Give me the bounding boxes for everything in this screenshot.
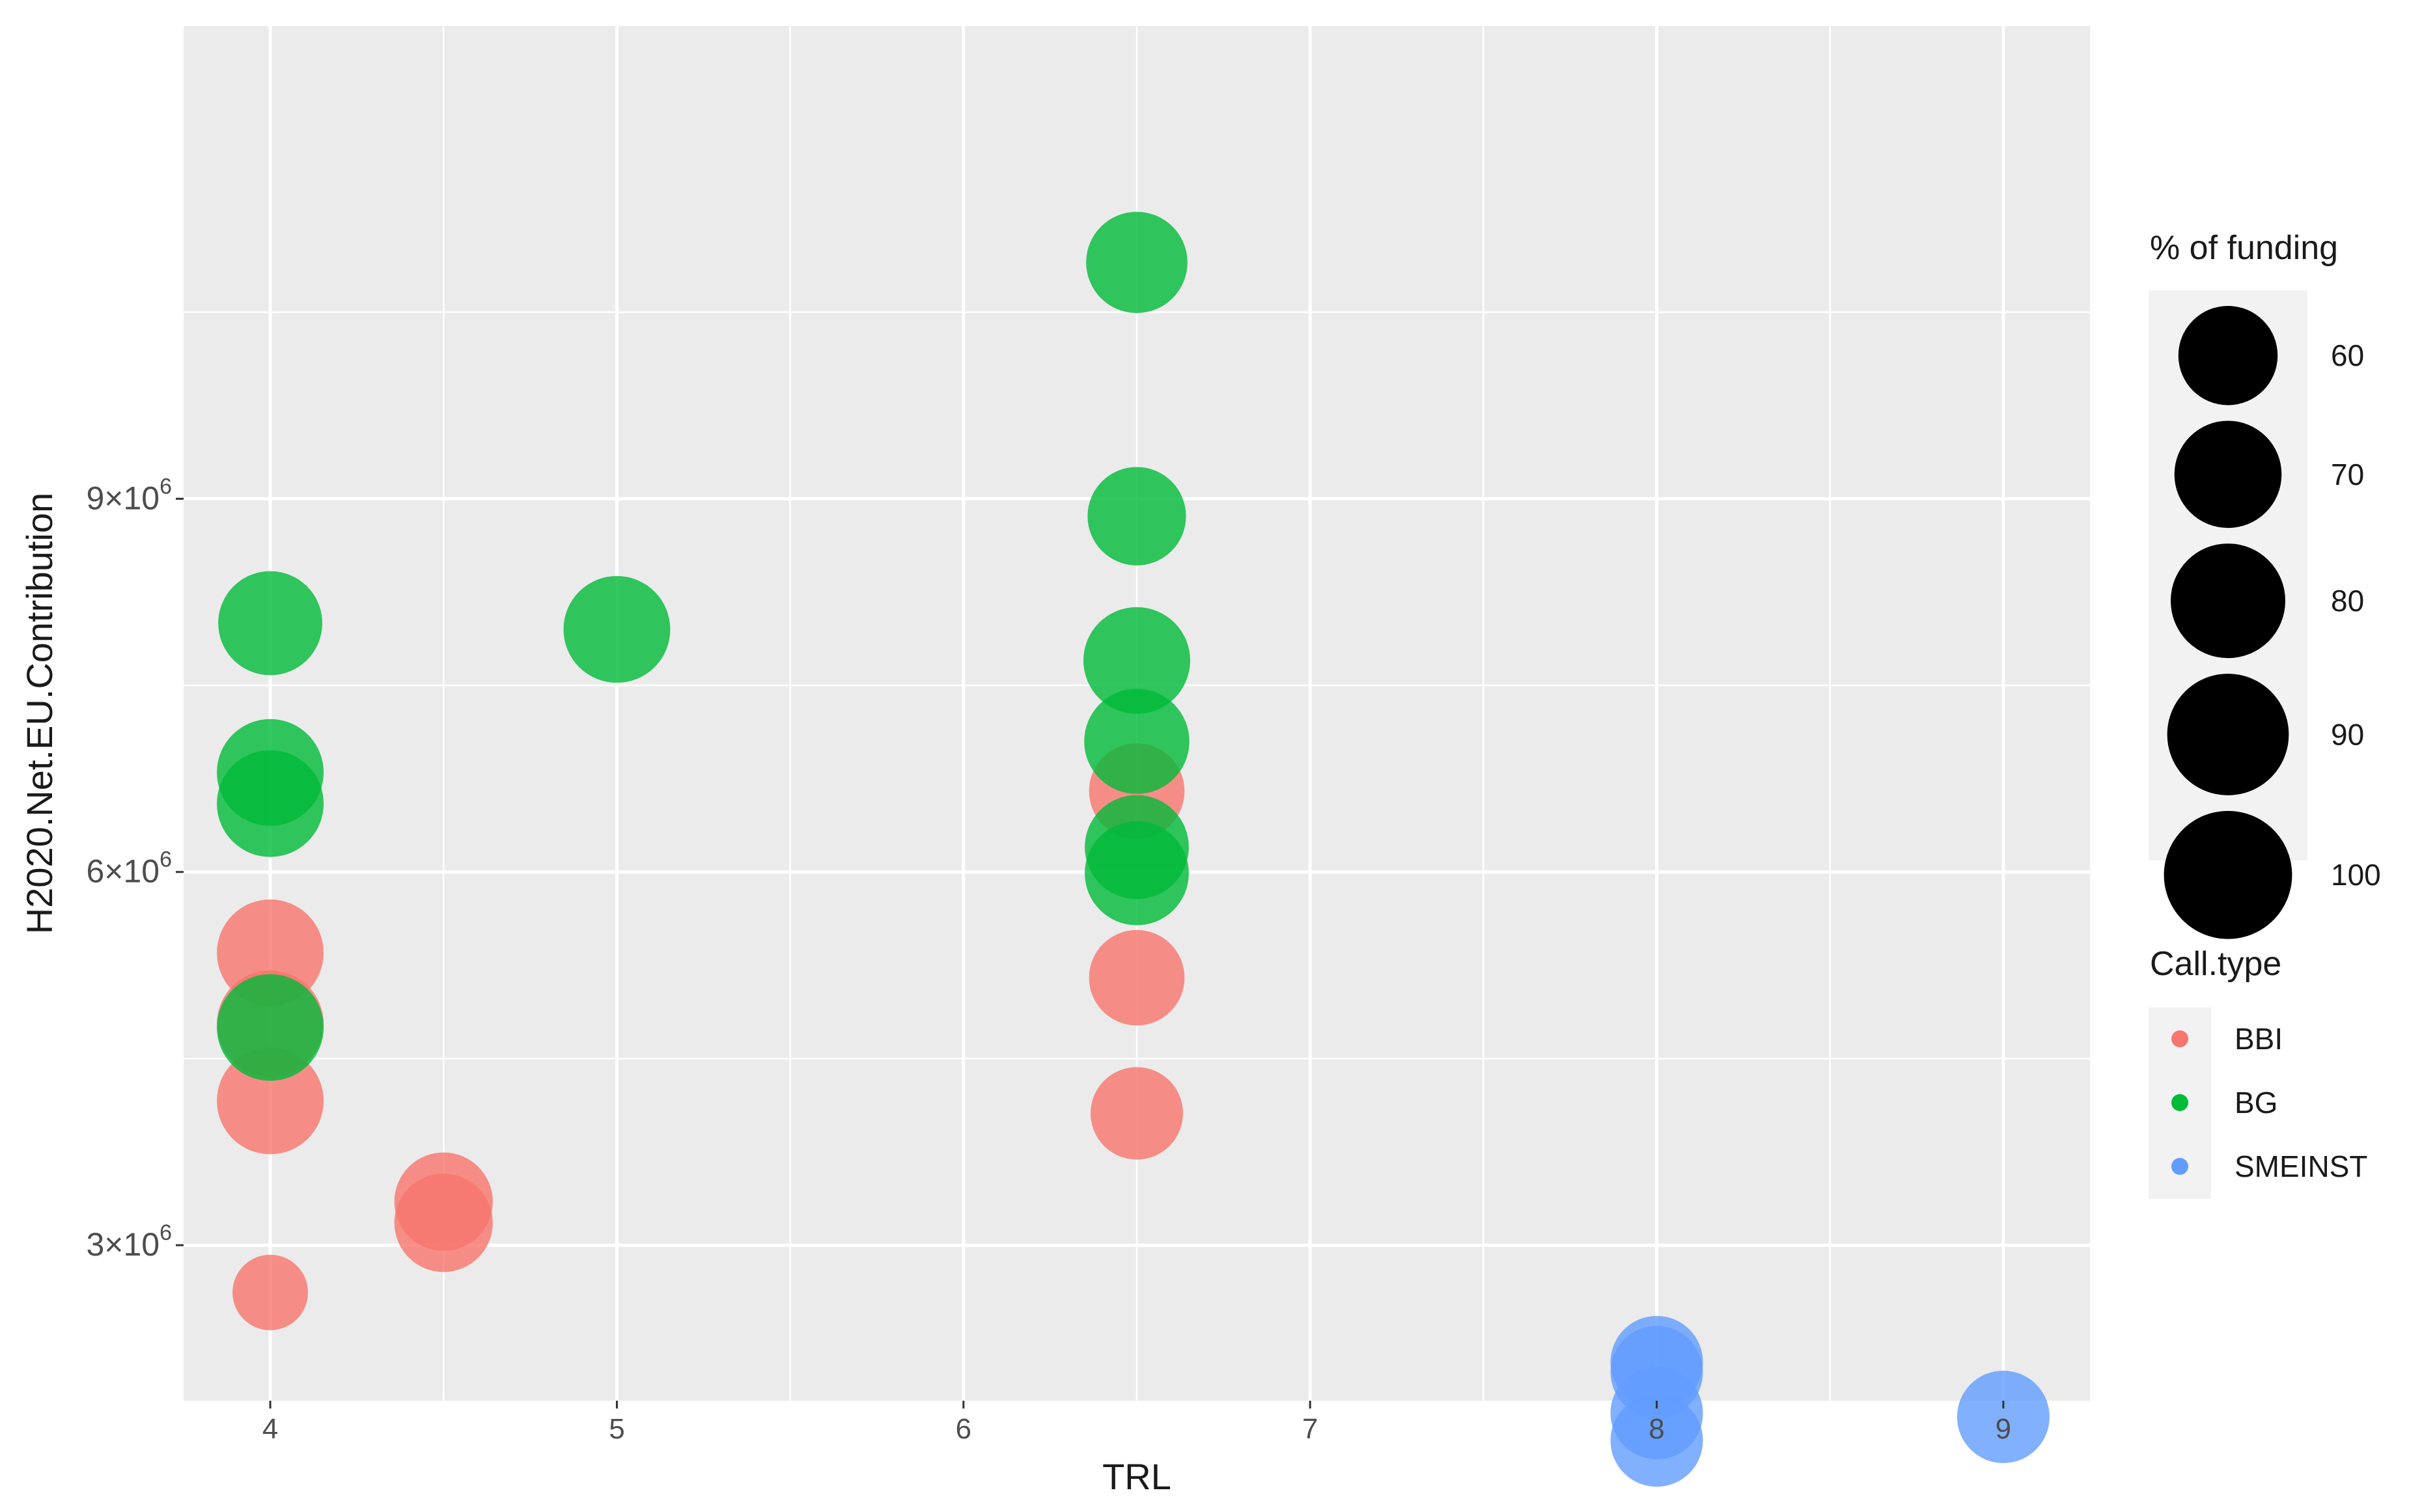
x-axis-ticks: 4 5 6 7 8 9: [262, 1401, 2011, 1445]
size-legend-circle: [2164, 810, 2292, 939]
y-tick-label-exponent: 6: [160, 474, 172, 499]
data-points: [217, 212, 2050, 1487]
point-bbi: [217, 899, 324, 1006]
color-legend-key-bg: [2171, 1094, 2188, 1111]
point-bg: [563, 575, 671, 683]
point-smeinst: [1610, 1394, 1703, 1487]
point-bg: [1086, 212, 1188, 313]
color-legend: Call.type BBI BG SMEINST: [2149, 945, 2367, 1199]
point-bbi: [394, 1152, 493, 1251]
x-tick-label: 7: [1302, 1413, 1318, 1445]
y-axis-title: H2020.Net.EU.Contribution: [19, 493, 60, 935]
point-bg: [1085, 795, 1189, 900]
point-smeinst: [1610, 1326, 1703, 1419]
x-tick-label: 6: [956, 1413, 971, 1445]
point-bg: [1087, 467, 1186, 566]
major-gridlines: [184, 26, 2090, 1401]
size-legend-label: 60: [2331, 338, 2364, 372]
size-legend-items: 60 70 80 90 100: [2164, 306, 2381, 939]
y-tick-label-exponent: 6: [160, 1220, 172, 1245]
point-bg: [1083, 607, 1190, 714]
size-legend-circle: [2174, 420, 2282, 529]
size-legend-label: 80: [2331, 584, 2364, 618]
color-legend-key-smeinst: [2171, 1158, 2188, 1175]
point-bbi: [232, 1254, 309, 1330]
size-legend: % of funding 60 70 80 90 100: [2149, 229, 2381, 939]
size-legend-circle: [2167, 674, 2289, 795]
size-legend-label: 100: [2331, 858, 2381, 892]
y-tick-label-base: 9×10: [86, 480, 160, 516]
size-legend-circle: [2178, 306, 2278, 405]
color-legend-key-bbi: [2171, 1030, 2188, 1047]
point-smeinst: [1956, 1370, 2050, 1463]
y-tick-label: 6×106: [86, 847, 172, 890]
point-bg: [218, 571, 323, 676]
y-tick-label-base: 3×10: [86, 1226, 160, 1263]
x-axis-title: TRL: [1102, 1456, 1171, 1497]
x-tick-label: 5: [609, 1413, 624, 1445]
color-legend-label: SMEINST: [2235, 1149, 2367, 1183]
color-legend-title: Call.type: [2150, 945, 2281, 983]
size-legend-circle: [2170, 543, 2286, 659]
size-legend-label: 90: [2331, 717, 2364, 751]
y-tick-label: 3×106: [86, 1220, 172, 1263]
point-bg: [1084, 689, 1190, 794]
size-legend-title: % of funding: [2150, 229, 2338, 267]
point-bbi: [1089, 929, 1185, 1026]
point-bg: [217, 719, 324, 826]
x-tick-label: 9: [1996, 1413, 2011, 1445]
x-tick-label: 4: [262, 1413, 278, 1445]
point-bg: [217, 974, 324, 1081]
color-legend-items: BBI BG SMEINST: [2171, 1022, 2367, 1183]
point-bbi: [1090, 1067, 1184, 1160]
y-tick-label-exponent: 6: [160, 847, 172, 872]
y-tick-label: 9×106: [86, 474, 172, 516]
x-tick-label: 8: [1649, 1413, 1664, 1445]
size-legend-label: 70: [2331, 458, 2364, 491]
color-legend-label: BBI: [2235, 1022, 2283, 1056]
y-tick-label-base: 6×10: [86, 853, 160, 890]
point-bbi: [217, 1047, 324, 1155]
color-legend-label: BG: [2235, 1086, 2277, 1120]
